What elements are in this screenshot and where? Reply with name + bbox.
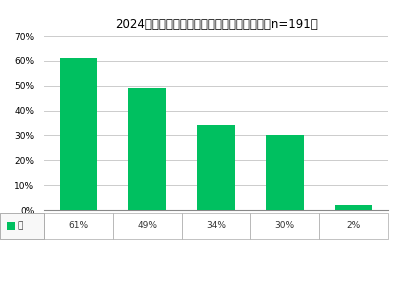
Bar (60, 58, 98, 210)
Title: 2024年のバレンタインのプレゼント購入先（n=191）: 2024年のバレンタインのプレゼント購入先（n=191） (115, 18, 317, 31)
Bar (334, 205, 372, 210)
Text: 49%: 49% (137, 221, 157, 230)
Bar (128, 88, 166, 210)
Text: 30%: 30% (275, 221, 295, 230)
Text: ％: ％ (18, 221, 23, 230)
Text: 61%: 61% (68, 221, 88, 230)
Text: 34%: 34% (206, 221, 226, 230)
Bar (197, 125, 235, 210)
Bar (266, 135, 304, 210)
Text: 2%: 2% (346, 221, 361, 230)
